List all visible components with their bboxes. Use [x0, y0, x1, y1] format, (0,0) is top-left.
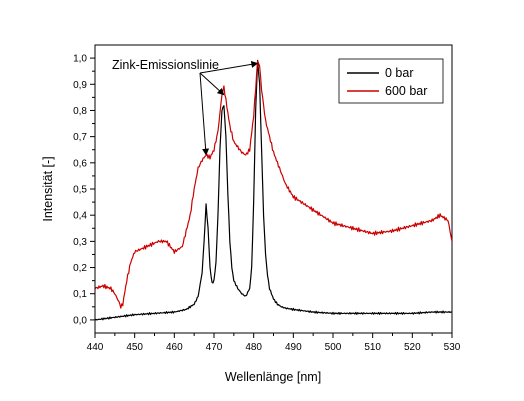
x-tick-label-470: 470: [206, 342, 223, 353]
annotation-arrows: [199, 60, 259, 156]
annotation-arrow-0: [199, 72, 210, 156]
x-tick-label-460: 460: [166, 342, 183, 353]
x-tick-label-510: 510: [364, 342, 381, 353]
legend-label-600-bar: 600 bar: [385, 84, 427, 98]
y-axis-title: Intensität [-]: [41, 156, 55, 221]
x-tick-label-450: 450: [126, 342, 143, 353]
y-tick-label: 0,4: [73, 211, 87, 222]
x-tick-label-520: 520: [404, 342, 421, 353]
x-axis-title: Wellenlänge [nm]: [225, 370, 321, 384]
x-tick-label-530: 530: [444, 342, 461, 353]
series-line-0-bar: [95, 59, 452, 321]
annotation-arrow-1: [199, 72, 225, 96]
x-tick-label-480: 480: [245, 342, 262, 353]
x-tick-label-500: 500: [325, 342, 342, 353]
x-axis: 440 450 460 470 480 490 500 510 520 530: [87, 333, 461, 353]
y-tick-label: 0,6: [73, 158, 87, 169]
y-axis: 0,0 0,1 0,2 0,3 0,4 0,5 0,6 0,7 0,8 0,9 1,0: [73, 54, 95, 326]
legend-box: [338, 58, 444, 104]
y-tick-label: 0,3: [73, 237, 87, 248]
annotation-text: Zink-Emissionslinie: [112, 58, 219, 72]
annotation: Zink-Emissionslinie: [112, 58, 259, 156]
x-tick-label-490: 490: [285, 342, 302, 353]
y-tick-label: 0,1: [73, 289, 87, 300]
legend-label-0-bar: 0 bar: [385, 66, 414, 80]
series-layer: [95, 59, 452, 321]
y-tick-label: 0,5: [73, 185, 87, 196]
y-tick-label: 0,0: [73, 315, 87, 326]
y-tick-label: 0,2: [73, 263, 87, 274]
y-tick-label: 1,0: [73, 54, 87, 65]
series-line-600-bar: [95, 60, 452, 309]
y-tick-label: 0,9: [73, 80, 87, 91]
y-tick-label: 0,7: [73, 132, 87, 143]
x-tick-label-440: 440: [87, 342, 104, 353]
annotation-arrow-2: [199, 60, 259, 74]
legend: 0 bar 600 bar: [338, 58, 444, 104]
y-tick-label: 0,8: [73, 106, 87, 117]
